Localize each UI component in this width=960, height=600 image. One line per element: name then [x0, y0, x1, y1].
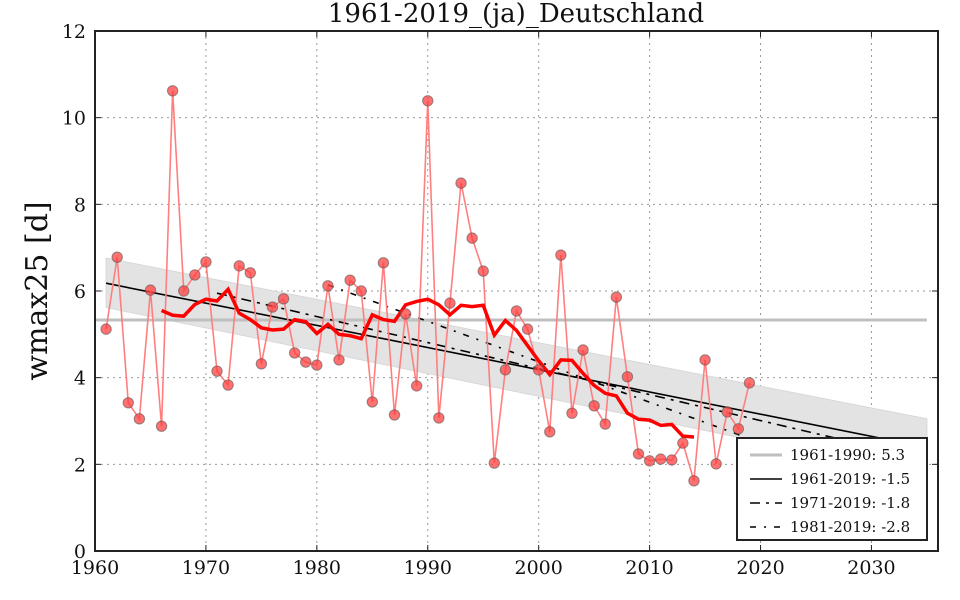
data-point: [688, 475, 700, 487]
data-point: [288, 347, 301, 359]
data-point: [488, 457, 501, 469]
data-point: [510, 305, 523, 317]
data-point: [100, 323, 112, 335]
data-point: [544, 426, 556, 438]
data-point: [588, 400, 600, 412]
data-point: [444, 297, 456, 309]
data-point: [344, 274, 356, 286]
data-point: [178, 285, 190, 297]
data-point: [166, 85, 179, 97]
data-point: [743, 377, 756, 389]
data-point: [677, 437, 689, 449]
x-tick-label: 2010: [625, 557, 673, 579]
data-point: [621, 371, 634, 383]
x-tick-label: 1960: [71, 557, 119, 579]
data-point: [111, 251, 123, 263]
data-point: [566, 407, 578, 419]
y-tick-label: 12: [62, 21, 86, 43]
x-tick-label: 2000: [515, 557, 563, 579]
y-tick-label: 8: [74, 194, 86, 216]
data-point: [333, 354, 345, 366]
data-point: [244, 267, 256, 279]
series-layer: [100, 85, 756, 487]
x-tick-label: 1980: [293, 557, 341, 579]
data-point: [577, 344, 589, 356]
x-tick-label: 2020: [736, 557, 784, 579]
data-point: [654, 453, 667, 465]
y-tick-label: 6: [74, 281, 86, 303]
data-point: [322, 280, 334, 292]
legend-label-solid: 1961-2019: -1.5: [790, 470, 911, 488]
x-tick-label: 2030: [847, 557, 895, 579]
data-point: [532, 364, 545, 376]
legend-item-mean: 1961-1990: 5.3: [738, 444, 926, 466]
trend-line-1971-2019: [216, 292, 928, 461]
legend-swatch-mean: [750, 453, 782, 457]
axes: [94, 30, 939, 552]
data-point: [399, 308, 412, 320]
data-point: [311, 359, 323, 371]
legend: 1961-1990: 5.3 1961-2019: -1.5 1971-2019…: [736, 437, 928, 541]
data-point: [599, 418, 611, 430]
data-point: [377, 257, 390, 269]
data-point: [200, 256, 212, 268]
data-point: [710, 458, 722, 470]
trend-line-1961-2019: [105, 282, 928, 449]
data-point: [189, 269, 201, 281]
data-point: [133, 413, 146, 425]
x-tick-label: 1990: [404, 557, 452, 579]
data-point: [732, 423, 745, 435]
data-point: [610, 291, 623, 303]
legend-label-mean: 1961-1990: 5.3: [790, 446, 906, 464]
data-point: [155, 420, 168, 432]
legend-swatch-dashed: [750, 502, 782, 504]
moving-average-line: [160, 286, 695, 439]
y-tick-label: 0: [74, 541, 86, 563]
data-point: [422, 95, 434, 107]
legend-item-dashed-trend: 1971-2019: -1.8: [738, 492, 926, 514]
data-point: [410, 380, 423, 392]
data-point: [122, 397, 134, 409]
plot-frame: [94, 30, 939, 552]
data-point: [366, 396, 379, 408]
data-point: [222, 379, 234, 391]
x-tick-label: 1970: [182, 557, 230, 579]
data-point: [632, 448, 645, 460]
data-point: [499, 364, 512, 376]
data-point: [233, 260, 245, 272]
y-tick-label: 2: [74, 454, 86, 476]
data-point: [466, 232, 478, 244]
data-point: [144, 284, 157, 296]
data-point: [388, 409, 401, 421]
data-point: [300, 356, 312, 368]
data-point: [643, 455, 656, 467]
data-point: [277, 293, 290, 305]
data-point: [211, 365, 223, 377]
data-point: [699, 354, 711, 366]
data-point: [355, 285, 367, 297]
data-point: [477, 265, 489, 277]
legend-item-dashdot-trend: 1981-2019: -2.8: [738, 516, 926, 538]
legend-label-dashed: 1971-2019: -1.8: [790, 494, 911, 512]
data-point: [666, 454, 678, 466]
data-point: [521, 323, 534, 335]
data-point: [455, 177, 467, 189]
data-point: [433, 412, 445, 424]
data-point: [266, 301, 279, 313]
data-point: [721, 406, 733, 418]
legend-item-solid-trend: 1961-2019: -1.5: [738, 468, 926, 490]
legend-label-dashdot: 1981-2019: -2.8: [790, 518, 911, 536]
y-tick-label: 10: [62, 108, 86, 130]
y-axis-label: wmax25 [d]: [20, 201, 55, 380]
data-point: [255, 358, 268, 370]
tick-labels: 1960 1970 1980 1990 2000 2010 2020 2030 0 2 4 6 8 10 1…: [62, 21, 896, 579]
y-tick-label: 4: [74, 368, 86, 390]
chart-title: 1961-2019_(ja)_Deutschland: [328, 0, 704, 29]
data-point: [555, 249, 567, 261]
legend-swatch-solid: [750, 478, 782, 480]
legend-swatch-dashdot: [750, 526, 782, 528]
